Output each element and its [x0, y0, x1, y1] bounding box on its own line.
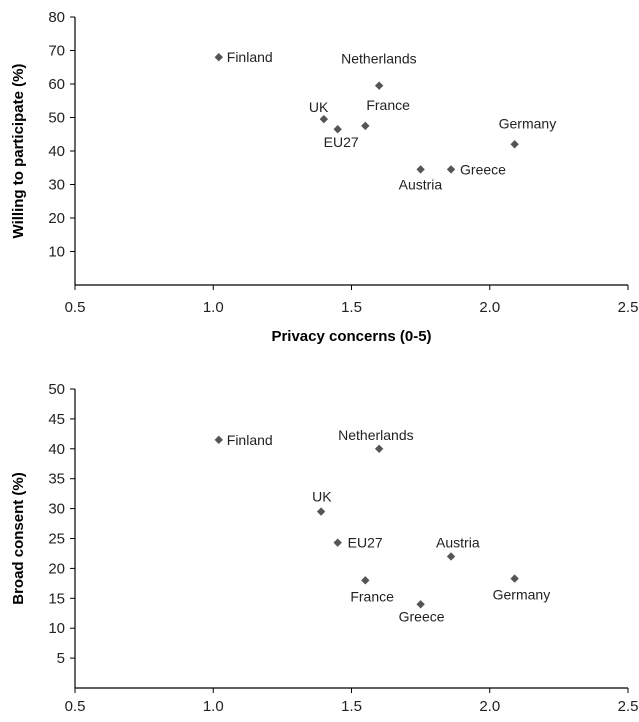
chart2-y-tick-label: 50 [48, 381, 65, 398]
chart2-point-marker-austria [446, 552, 456, 561]
chart1-y-tick-label: 70 [48, 43, 65, 60]
chart2-y-axis-title: Broad consent (%) [10, 472, 27, 605]
chart1-x-tick-label: 0.5 [65, 299, 86, 316]
chart2-point-label-greece: Greece [399, 608, 445, 624]
chart2-point-marker-france [361, 576, 370, 585]
chart1-y-tick-label: 30 [48, 177, 65, 194]
chart1-point-label-uk: UK [309, 99, 329, 115]
chart2-y-tick-label: 10 [48, 620, 65, 637]
chart1-y-tick-label: 20 [48, 210, 65, 227]
chart2-x-tick-label: 1.0 [203, 698, 224, 715]
chart2-point-marker-germany [510, 574, 519, 583]
chart2-point-label-finland: Finland [227, 432, 273, 448]
chart2-x-tick-label: 2.5 [618, 698, 639, 715]
chart1-point-label-greece: Greece [460, 161, 506, 177]
chart2-y-tick-label: 35 [48, 471, 65, 488]
chart2-point-marker-greece [416, 600, 425, 609]
chart2-x-tick-label: 1.5 [341, 698, 362, 715]
chart1-x-tick-label: 2.0 [479, 299, 500, 316]
chart2-x-tick-label: 0.5 [65, 698, 86, 715]
chart1-point-marker-france [361, 121, 370, 131]
chart1-y-axis-title: Willing to participate (%) [10, 64, 27, 239]
chart2-point-marker-finland [214, 435, 223, 445]
chart1-x-tick-label: 2.5 [618, 299, 639, 316]
chart1-y-tick-label: 10 [48, 244, 65, 261]
chart1-point-label-eu27: EU27 [324, 134, 359, 150]
chart2-y-tick-label: 30 [48, 501, 65, 518]
chart2-y-tick-label: 25 [48, 531, 65, 548]
chart2-point-marker-netherlands [374, 444, 384, 453]
chart2-y-tick-label: 20 [48, 560, 65, 577]
chart2-point-marker-eu27 [333, 538, 342, 547]
chart1-x-tick-label: 1.0 [203, 299, 224, 316]
chart1-point-marker-netherlands [374, 81, 384, 90]
chart1-point-marker-germany [510, 140, 519, 149]
chart2-point-label-uk: UK [312, 489, 332, 505]
chart2-point-label-france: France [350, 588, 394, 604]
chart1-point-label-finland: Finland [227, 49, 273, 65]
chart1-x-axis-title: Privacy concerns (0-5) [271, 328, 431, 345]
chart1-x-tick-label: 1.5 [341, 299, 362, 316]
chart2-y-tick-label: 40 [48, 441, 65, 458]
chart1-point-label-austria: Austria [399, 176, 443, 192]
chart1-point-label-germany: Germany [499, 115, 557, 131]
chart2-point-label-netherlands: Netherlands [338, 427, 414, 443]
chart2-point-label-austria: Austria [436, 534, 480, 550]
chart1-point-marker-uk [319, 114, 329, 124]
chart1-y-tick-label: 60 [48, 76, 65, 93]
chart2-point-marker-uk [316, 507, 326, 516]
chart1-point-marker-finland [214, 53, 223, 62]
chart1-y-tick-label: 40 [48, 143, 65, 160]
chart1-point-label-france: France [366, 97, 410, 113]
chart1-point-marker-eu27 [333, 125, 342, 134]
chart2-point-label-eu27: EU27 [348, 535, 383, 551]
chart1-point-label-netherlands: Netherlands [341, 51, 417, 67]
chart1-point-marker-greece [446, 165, 456, 174]
chart2-y-tick-label: 15 [48, 590, 65, 607]
chart1-point-marker-austria [416, 165, 425, 174]
chart2-point-label-germany: Germany [493, 587, 551, 603]
chart2-y-tick-label: 5 [57, 650, 65, 667]
chart1-y-tick-label: 50 [48, 110, 65, 127]
chart2-x-tick-label: 2.0 [479, 698, 500, 715]
chart2-y-tick-label: 45 [48, 411, 65, 428]
chart1-y-tick-label: 80 [48, 9, 65, 26]
